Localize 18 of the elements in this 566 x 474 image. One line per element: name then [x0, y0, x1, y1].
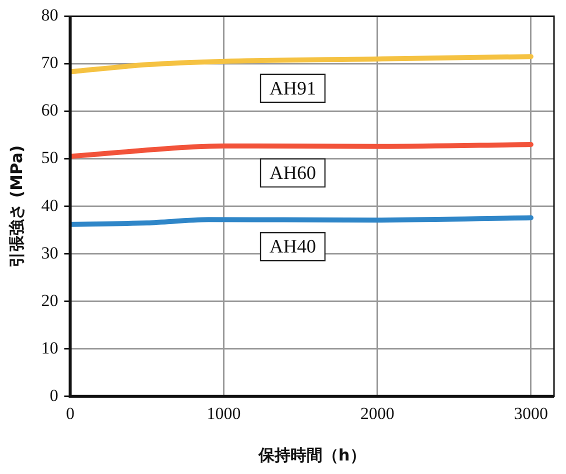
y-tick-label: 70 [41, 53, 58, 72]
y-tick-label: 80 [41, 6, 58, 25]
y-tick-label: 20 [41, 290, 58, 310]
y-tick-label: 50 [41, 148, 58, 168]
y-tick-label: 40 [41, 196, 58, 215]
series-label: AH40 [270, 236, 316, 258]
series-label: AH60 [270, 162, 316, 184]
x-tick-label: 1000 [206, 404, 241, 424]
x-tick-label: 0 [66, 404, 74, 424]
series-label: AH91 [270, 78, 316, 100]
x-axis-title: 保持時間（h） [257, 446, 366, 465]
y-axis-title: 引張強さ (MPa) [6, 145, 26, 268]
x-tick-label: 2000 [360, 404, 394, 424]
y-tick-label: 10 [41, 338, 58, 358]
y-tick-label: 30 [41, 243, 58, 262]
y-tick-label: 0 [50, 386, 58, 405]
x-tick-label: 3000 [514, 404, 548, 424]
y-tick-label: 60 [41, 100, 58, 120]
